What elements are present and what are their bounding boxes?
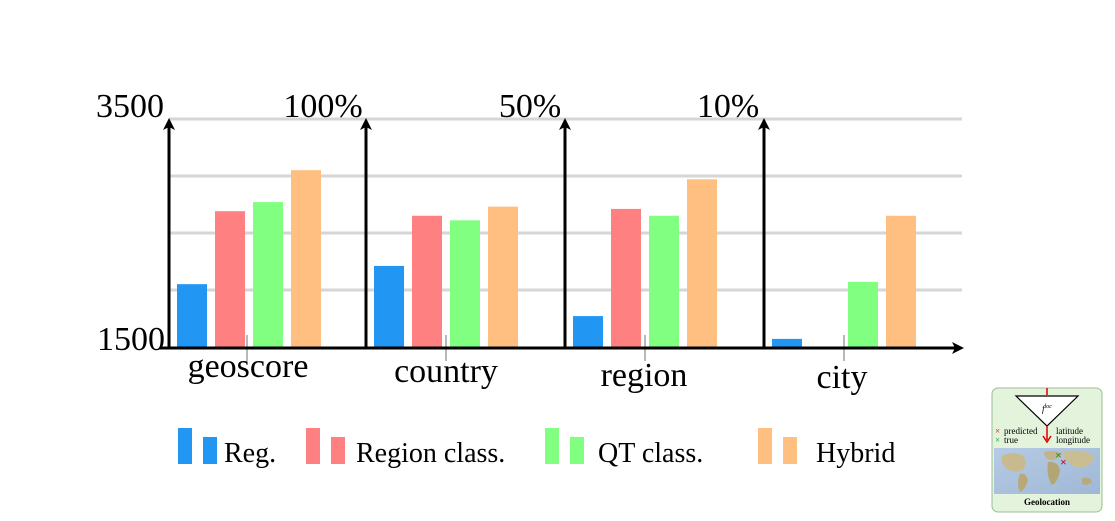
legend-swatch: [783, 437, 797, 464]
axis-labels: 3500 100% 50% 10% 1500 geoscore country region c…: [96, 88, 867, 396]
legend-swatch: [758, 428, 772, 464]
predicted-marker-icon: ×: [995, 426, 1000, 436]
true-label: true: [1004, 435, 1018, 445]
legend-swatch: [178, 428, 192, 464]
bar-city-3: [886, 215, 916, 348]
bar-geoscore-2: [253, 202, 283, 348]
bar-geoscore-0: [177, 284, 207, 348]
axis-top-label: 50%: [499, 88, 561, 125]
legend: Reg. Region class. QT class. Hybrid: [178, 428, 895, 469]
legend-swatch: [331, 437, 345, 464]
axes: [160, 118, 964, 361]
longitude-label: longitude: [1056, 435, 1090, 445]
legend-swatch: [570, 437, 584, 464]
bars: [177, 170, 916, 348]
predicted-location-icon: ×: [1060, 455, 1067, 469]
legend-label: Hybrid: [816, 438, 895, 469]
bar-geoscore-1: [215, 211, 245, 348]
bar-region-1: [611, 208, 641, 348]
world-map-icon: [994, 448, 1100, 494]
bar-region-3: [687, 179, 717, 348]
true-location-icon: ×: [1055, 448, 1062, 462]
bar-geoscore-3: [291, 170, 321, 348]
bar-city-0: [772, 338, 802, 348]
category-label: region: [601, 357, 688, 394]
legend-label: Region class.: [356, 438, 505, 469]
true-marker-icon: ×: [995, 435, 1000, 445]
axis-top-label: 100%: [283, 88, 362, 125]
bar-country-3: [488, 206, 518, 348]
bar-country-0: [374, 265, 404, 348]
floc-label: floc: [1042, 404, 1052, 414]
legend-swatch: [545, 428, 559, 464]
axis-top-label: 3500: [96, 88, 164, 125]
legend-swatch: [306, 428, 320, 464]
floc-triangle-icon: [1014, 395, 1080, 427]
legend-label: Reg.: [224, 438, 276, 469]
bar-region-0: [573, 316, 603, 348]
legend-swatch: [203, 437, 217, 464]
bar-region-2: [649, 215, 679, 348]
legend-label: QT class.: [598, 438, 703, 469]
category-label: geoscore: [188, 348, 309, 385]
axis-top-label: 10%: [697, 88, 759, 125]
category-label: country: [394, 353, 498, 390]
predicted-label: predicted: [1004, 426, 1038, 436]
bar-country-2: [450, 220, 480, 348]
latitude-label: latitude: [1056, 426, 1083, 436]
geolocation-inset: floc × predicted × true latitude longitu…: [991, 387, 1103, 513]
bar-country-1: [412, 215, 442, 348]
category-label: city: [817, 359, 868, 396]
axis-bottom-label: 1500: [97, 321, 165, 358]
inset-caption: Geolocation: [1024, 497, 1070, 507]
bar-city-2: [848, 281, 878, 348]
